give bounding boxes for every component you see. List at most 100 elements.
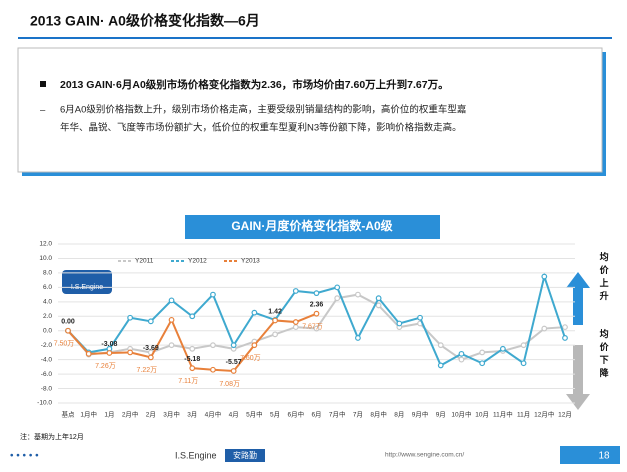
data-label: 0.00 [61, 319, 75, 326]
price-label: 7.11万 [178, 377, 198, 385]
y-tick-label: -10.0 [37, 400, 52, 407]
point [230, 368, 237, 374]
y-tick-label: 8.0 [43, 270, 52, 277]
point [127, 314, 134, 321]
price-label: 7.26万 [95, 362, 116, 370]
x-tick-label: 11月中 [493, 410, 513, 419]
point [562, 335, 568, 341]
point [106, 350, 113, 356]
point [210, 366, 216, 373]
x-tick-label: 2月中 [122, 410, 139, 419]
point [189, 365, 196, 372]
y-tick-label: 4.0 [43, 299, 52, 306]
x-tick-label: 6月中 [287, 410, 304, 419]
point [272, 331, 278, 338]
legend-label: Y2013 [241, 258, 260, 265]
point [127, 349, 134, 356]
point [458, 356, 465, 363]
x-tick-label: 9月 [436, 411, 446, 419]
point [313, 290, 320, 297]
x-tick-label: 11月 [517, 411, 530, 419]
footer-brand: I.S.Engine [175, 450, 217, 460]
point [251, 342, 258, 349]
x-tick-label: 基点 [62, 410, 76, 419]
y-tick-label: -2.0 [41, 342, 53, 349]
point [168, 297, 175, 304]
point [458, 350, 465, 357]
page-badge [560, 446, 620, 464]
y-tick-label: 6.0 [43, 284, 52, 291]
x-tick-label: 5月中 [246, 410, 263, 419]
x-tick-label: 10月中 [451, 410, 471, 419]
point [396, 320, 403, 327]
x-tick-label: 12月 [558, 411, 572, 419]
point [355, 291, 361, 298]
y-tick-label: 2.0 [43, 313, 52, 320]
data-label: -5.18 [184, 356, 200, 363]
side-label: 均价下降 [598, 328, 609, 381]
x-tick-label: 1月 [104, 411, 114, 419]
chart-title: GAIN·月度价格变化指数-A0级 [231, 218, 392, 233]
point [210, 291, 216, 298]
legend-label: Y2011 [135, 258, 154, 265]
point [147, 318, 154, 325]
point [417, 314, 423, 321]
point [147, 354, 154, 361]
y-tick-label: 12.0 [39, 241, 52, 248]
y-tick-label: 10.0 [39, 255, 52, 262]
point [541, 273, 548, 280]
note: 注：基期为上年12月 [20, 432, 84, 441]
point [562, 324, 568, 331]
x-tick-label: 2月 [146, 411, 156, 419]
point [210, 342, 216, 349]
bullet-square [40, 81, 46, 87]
chart-title-banner [185, 215, 440, 239]
point [334, 284, 341, 291]
data-label: -3.08 [101, 341, 117, 348]
point [479, 360, 486, 367]
data-label: 1.42 [268, 308, 282, 315]
x-tick-label: 3月 [187, 411, 197, 419]
side-label: 均价上升 [598, 251, 609, 304]
point [541, 325, 548, 332]
price-label: 7.67万 [302, 323, 323, 331]
point [375, 295, 382, 302]
point [85, 350, 92, 357]
footer-dots: • • • • • [10, 451, 39, 462]
slide-title: 2013 GAIN· A0级价格变化指数—6月 [30, 13, 260, 29]
point [292, 324, 299, 331]
x-tick-label: 5月 [270, 411, 280, 419]
point [520, 360, 527, 367]
summary-detail: 年华、晶锐、飞度等市场份额扩大，低价位的权重车型夏利N3等份额下降，影响价格指数… [60, 122, 462, 134]
point [292, 288, 299, 294]
y-tick-label: 0.0 [43, 327, 52, 334]
point [272, 317, 278, 324]
x-tick-label: 4月 [229, 411, 239, 419]
price-label: 7.22万 [137, 366, 158, 374]
point [355, 335, 361, 341]
point [189, 313, 196, 320]
point [292, 319, 299, 325]
point [334, 295, 341, 302]
x-tick-label: 9月中 [412, 410, 429, 419]
x-tick-label: 3月中 [163, 410, 180, 419]
summary-box [17, 47, 603, 173]
logo [62, 270, 112, 294]
price-label: 7.08万 [219, 380, 240, 388]
page-number: 18 [598, 451, 610, 462]
footer-brand-cn: 安路勤 [233, 450, 257, 460]
x-tick-label: 7月 [353, 411, 363, 419]
point [479, 349, 486, 356]
point [230, 342, 237, 349]
y-tick-label: -6.0 [41, 371, 53, 378]
point [65, 327, 71, 334]
point [520, 342, 527, 349]
y-tick-label: -4.0 [41, 356, 53, 363]
point [375, 302, 382, 309]
legend-label: Y2012 [188, 258, 207, 265]
point [168, 316, 175, 323]
x-tick-label: 4月中 [205, 410, 222, 419]
price-label: 7.60万 [240, 354, 261, 362]
y-tick-label: -8.0 [41, 385, 53, 392]
